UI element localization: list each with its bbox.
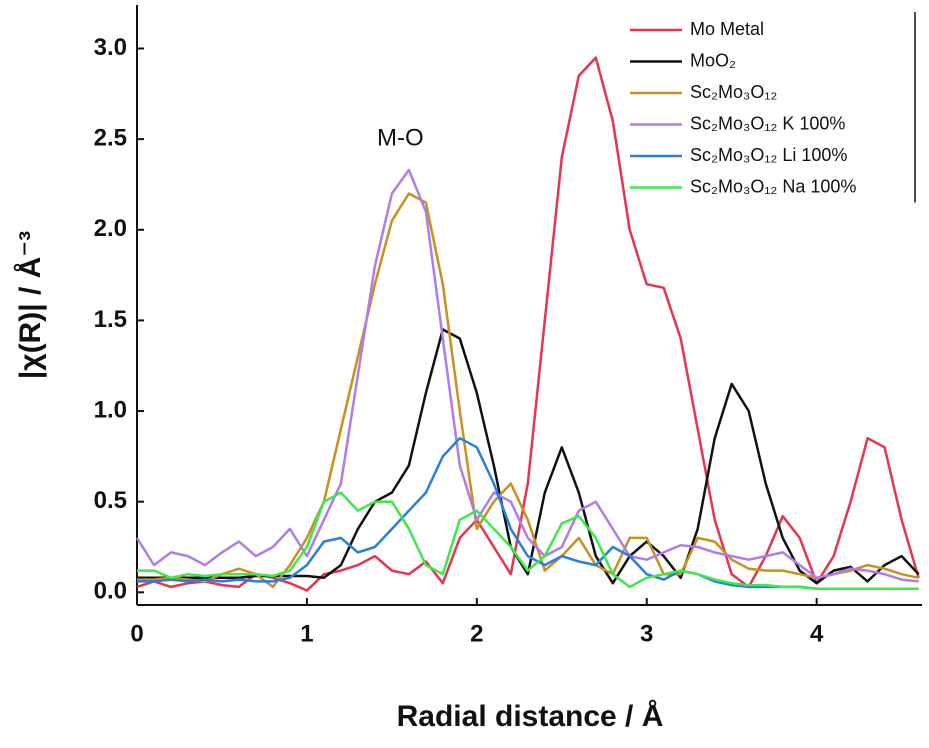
y-tick-label: 1.5 [94,306,127,333]
legend-label: Sc₂Mo₃O₁₂ K 100% [690,113,845,133]
x-tick-label: 1 [300,620,313,647]
x-tick-label: 4 [810,620,824,647]
y-tick-label: 3.0 [94,34,127,61]
x-axis-title: Radial distance / Å [397,700,664,733]
y-axis-title: |χ(R)| / Å⁻³ [14,231,47,379]
series-line [137,192,919,589]
y-tick-label: 2.0 [94,215,127,242]
series-line [135,168,919,583]
y-tick-label: 2.5 [94,124,127,151]
y-tick-label: 0.5 [94,487,127,514]
series-line [136,56,920,592]
x-tick-label: 0 [130,620,143,647]
legend-label: Sc₂Mo₃O₁₂ Na 100% [690,176,856,196]
legend-label: Sc₂Mo₃O₁₂ [690,82,777,102]
y-tick-label: 1.0 [94,396,127,423]
series-line [137,491,919,590]
legend-label: MoO₂ [690,50,736,70]
x-tick-label: 3 [640,620,653,647]
legend-label: Sc₂Mo₃O₁₂ Li 100% [690,145,847,165]
annotation: M-O [377,124,424,151]
legend-label: Mo Metal [690,19,764,39]
y-tick-label: 0.0 [94,578,127,605]
x-tick-label: 2 [470,620,483,647]
